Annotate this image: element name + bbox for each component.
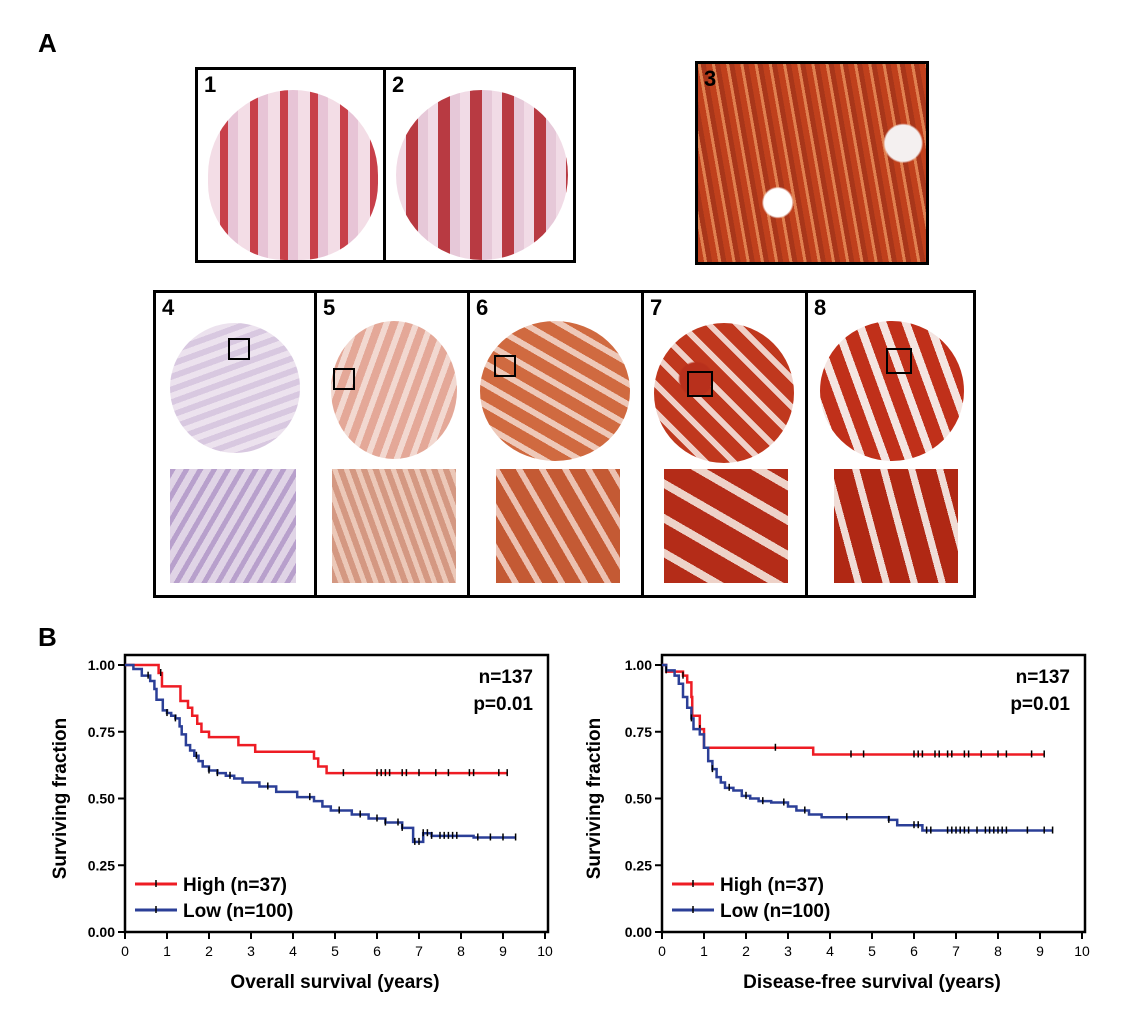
x-tick-label: 4 <box>289 943 297 959</box>
tissue-tile-2: 2 <box>383 67 576 263</box>
survival-curve-low <box>662 663 1053 832</box>
x-tick-label: 10 <box>537 943 553 959</box>
tissue-core-image <box>480 321 630 461</box>
p-value-label: p=0.01 <box>1010 694 1070 715</box>
legend-label: Low (n=100) <box>720 901 830 922</box>
panel-b-label: B <box>38 622 57 652</box>
y-tick-label: 0.25 <box>88 857 115 873</box>
panel-a-label: A <box>38 28 57 58</box>
survival-curve-high <box>662 663 1045 756</box>
magnified-image <box>332 469 456 583</box>
y-axis-title: Surviving fraction <box>50 718 71 880</box>
x-tick-label: 6 <box>373 943 381 959</box>
y-tick-label: 0.25 <box>625 857 652 873</box>
tissue-tile-7: 7 <box>641 290 808 598</box>
y-tick-label: 1.00 <box>88 657 115 673</box>
tissue-core-image <box>820 321 964 461</box>
plot-frame <box>123 653 550 934</box>
tile-number: 7 <box>650 295 663 320</box>
x-tick-label: 2 <box>742 943 750 959</box>
tile-number: 6 <box>476 295 489 320</box>
zoom-region-marker <box>333 368 355 390</box>
x-tick-label: 8 <box>994 943 1002 959</box>
x-tick-label: 7 <box>415 943 423 959</box>
y-axis-title: Surviving fraction <box>584 718 605 880</box>
x-tick-label: 5 <box>331 943 339 959</box>
tissue-tile-5: 5 <box>314 290 470 598</box>
tissue-core-image <box>331 321 457 459</box>
x-tick-label: 8 <box>457 943 465 959</box>
x-axis-title: Overall survival (years) <box>230 972 439 993</box>
legend-label: Low (n=100) <box>183 901 293 922</box>
tile-number: 4 <box>162 295 175 320</box>
x-tick-label: 7 <box>952 943 960 959</box>
magnified-image <box>834 469 958 583</box>
x-tick-label: 0 <box>121 943 129 959</box>
zoom-region-marker <box>886 348 912 374</box>
tissue-tile-6: 6 <box>467 290 644 598</box>
legend-label: High (n=37) <box>183 875 287 896</box>
n-label: n=137 <box>479 667 533 688</box>
survival-curve-high <box>125 663 508 775</box>
x-tick-label: 2 <box>205 943 213 959</box>
x-axis-title: Disease-free survival (years) <box>743 972 1001 993</box>
legend-label: High (n=37) <box>720 875 824 896</box>
x-tick-label: 0 <box>658 943 666 959</box>
y-tick-label: 0.75 <box>625 724 652 740</box>
x-tick-label: 9 <box>1036 943 1044 959</box>
x-tick-label: 6 <box>910 943 918 959</box>
y-tick-label: 0.00 <box>88 924 115 940</box>
p-value-label: p=0.01 <box>473 694 533 715</box>
y-tick-label: 0.00 <box>625 924 652 940</box>
disease-free-survival-chart: 0 1 2 3 4 5 6 7 8 9 10 0.00 0.25 0.50 0.75 1.00 Disease-… <box>584 653 1090 993</box>
x-tick-label: 10 <box>1074 943 1090 959</box>
x-tick-label: 1 <box>700 943 708 959</box>
y-tick-label: 0.50 <box>88 791 115 807</box>
tile-number: 8 <box>814 295 827 320</box>
zoom-region-marker <box>687 371 713 397</box>
tissue-core-image <box>208 90 378 260</box>
zoom-region-marker <box>228 338 250 360</box>
tissue-core-image <box>396 90 568 260</box>
tile-number: 5 <box>323 295 336 320</box>
tile-number: 2 <box>392 72 405 97</box>
tissue-tile-1: 1 <box>195 67 386 263</box>
x-tick-label: 4 <box>826 943 834 959</box>
overall-survival-chart: 0 1 2 3 4 5 6 7 8 9 10 0.00 0.25 0.50 0.75 1.00 Overall … <box>50 653 553 993</box>
x-tick-label: 9 <box>499 943 507 959</box>
magnified-image <box>496 469 620 583</box>
survival-curve-low <box>125 663 516 844</box>
x-tick-label: 1 <box>163 943 171 959</box>
magnified-image <box>170 469 296 583</box>
x-tick-label: 3 <box>247 943 255 959</box>
tissue-tile-3: 3 <box>695 61 929 265</box>
y-tick-label: 1.00 <box>625 657 652 673</box>
tissue-tile-8: 8 <box>805 290 976 598</box>
x-tick-label: 5 <box>868 943 876 959</box>
magnified-image <box>664 469 788 583</box>
x-tick-label: 3 <box>784 943 792 959</box>
y-tick-label: 0.50 <box>625 791 652 807</box>
plot-frame <box>660 653 1087 934</box>
y-tick-label: 0.75 <box>88 724 115 740</box>
tissue-core-image <box>654 323 794 463</box>
tissue-core-image <box>170 323 300 453</box>
tile-number: 1 <box>204 72 217 97</box>
n-label: n=137 <box>1016 667 1070 688</box>
tile-number: 3 <box>704 66 717 91</box>
tissue-tile-4: 4 <box>153 290 317 598</box>
zoom-region-marker <box>494 355 516 377</box>
